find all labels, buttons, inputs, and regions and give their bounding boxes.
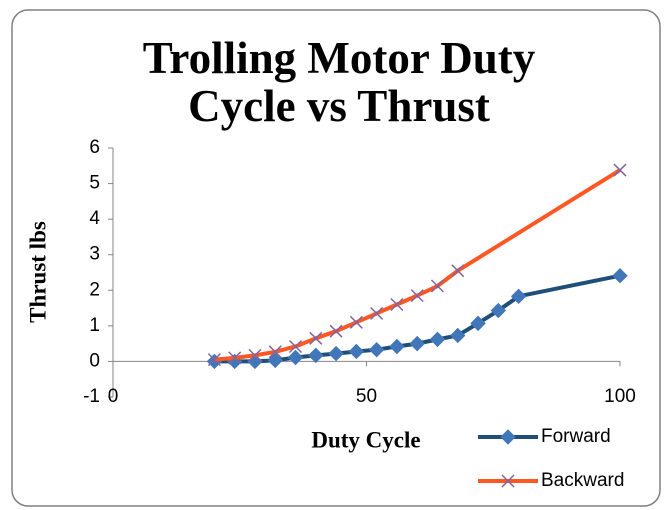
data-point <box>329 324 343 338</box>
x-tick-label: 100 <box>604 386 636 407</box>
x-axis-label: Duty Cycle <box>311 427 420 452</box>
y-tick-label: 1 <box>89 315 100 336</box>
legend-label: Backward <box>541 470 624 491</box>
chart-border <box>11 9 661 507</box>
data-point <box>228 351 242 365</box>
data-point <box>450 327 466 344</box>
data-point <box>207 353 221 367</box>
y-tick-label: 3 <box>89 244 100 265</box>
y-tick-label: 0 <box>89 350 100 371</box>
series-line <box>214 168 622 362</box>
y-tick-label: -1 <box>83 386 100 407</box>
data-point <box>430 279 445 293</box>
data-point <box>409 335 425 352</box>
data-point <box>328 345 344 362</box>
data-point <box>470 315 486 332</box>
data-point <box>308 347 324 364</box>
data-point <box>389 338 405 355</box>
data-point <box>429 331 446 348</box>
data-point <box>490 302 507 319</box>
data-point <box>348 343 365 360</box>
data-point <box>370 306 384 320</box>
data-point <box>248 348 262 362</box>
data-point <box>287 349 304 366</box>
data-point <box>268 345 282 359</box>
data-point <box>368 341 385 358</box>
data-point <box>309 331 323 345</box>
data-point <box>612 267 628 284</box>
y-tick-label: 5 <box>89 173 100 194</box>
data-point <box>410 289 424 303</box>
data-point <box>288 339 303 354</box>
data-point <box>390 297 404 312</box>
data-point <box>510 288 527 305</box>
y-tick-label: 4 <box>89 208 100 229</box>
y-tick-label: 6 <box>89 137 100 158</box>
chart-title: Trolling Motor Duty Cycle vs Thrust <box>142 33 536 131</box>
x-tick-label: 0 <box>108 386 119 407</box>
legend-label: Forward <box>541 426 611 447</box>
x-tick-label: 50 <box>356 386 377 407</box>
data-point <box>613 163 627 177</box>
legend-marker <box>500 429 516 445</box>
data-point <box>267 352 283 369</box>
y-axis-label: Thrust lbs <box>25 221 50 323</box>
y-tick-label: 2 <box>89 279 100 300</box>
data-point <box>349 315 363 329</box>
legend-marker <box>501 474 515 488</box>
data-point <box>451 264 465 278</box>
